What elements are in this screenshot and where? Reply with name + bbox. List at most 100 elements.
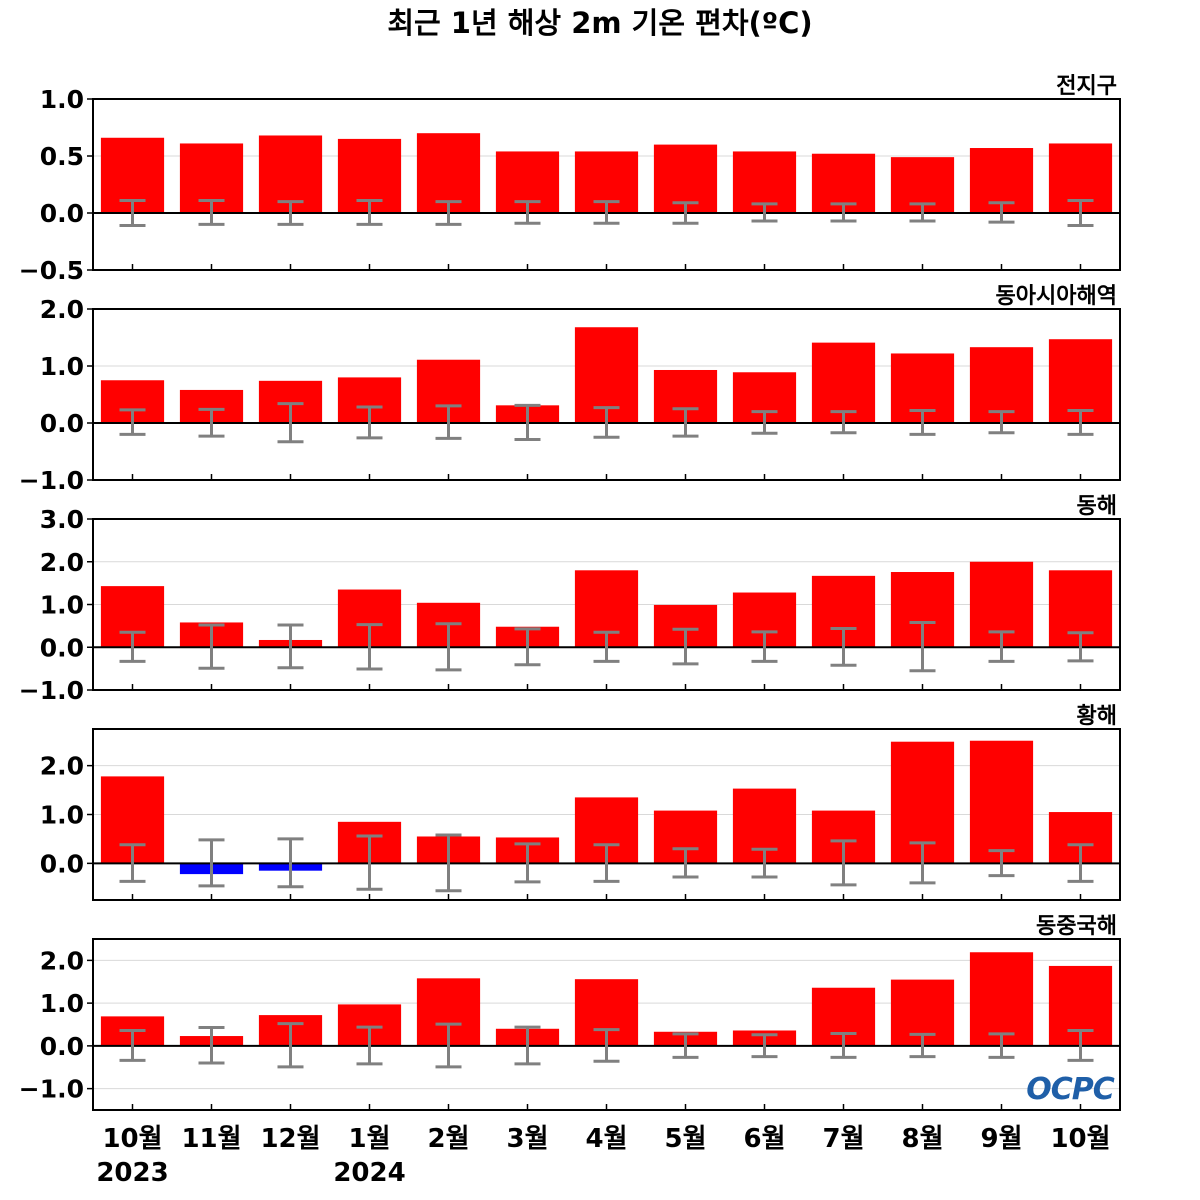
y-tick-label: 1.0 — [40, 989, 84, 1018]
error-bar — [435, 622, 462, 672]
error-bar — [672, 847, 699, 879]
x-tick-label: 12월 — [260, 1124, 320, 1154]
y-tick-label: 0.0 — [40, 1032, 84, 1061]
bar — [811, 342, 876, 423]
x-tick-label: 11월 — [181, 1124, 241, 1154]
error-bar — [830, 1031, 857, 1059]
bar — [258, 135, 323, 213]
panel-region-label: 황해 — [1077, 704, 1117, 729]
error-bar — [593, 843, 620, 883]
error-bar — [830, 626, 857, 667]
error-bar — [988, 630, 1015, 663]
error-bar — [119, 843, 146, 883]
error-bar — [830, 839, 857, 887]
error-bar — [672, 201, 699, 225]
error-bar — [1067, 631, 1094, 663]
x-tick-label: 3월 — [506, 1124, 548, 1154]
error-bar — [435, 1022, 462, 1069]
x-year-label: 2023 — [96, 1158, 168, 1188]
x-tick-label: 2월 — [427, 1124, 469, 1154]
error-bar — [435, 833, 462, 893]
panel-4: 0.0 1.0 2.0 황해 — [40, 704, 1121, 901]
error-bar — [119, 408, 146, 436]
error-bar — [672, 407, 699, 438]
y-tick-label: 1.0 — [40, 591, 84, 620]
chart-panels: −0.50.00.51.0 전지구−1.00.01.02.0 동아시아해역−1.00… — [19, 74, 1121, 1111]
error-bar — [751, 630, 778, 663]
error-bar — [672, 627, 699, 666]
x-tick-label: 6월 — [743, 1124, 785, 1154]
error-bar — [277, 623, 304, 670]
y-tick-label: 1.0 — [40, 352, 84, 381]
error-bar — [277, 837, 304, 889]
x-tick-label: 7월 — [822, 1124, 864, 1154]
error-bar — [198, 838, 225, 888]
error-bar — [514, 627, 541, 667]
y-tick-label: 0.0 — [40, 849, 84, 878]
ocpc-logo: OCPC — [1026, 1072, 1115, 1107]
error-bar — [277, 402, 304, 444]
error-bar — [593, 406, 620, 439]
y-tick-label: 2.0 — [40, 946, 84, 975]
y-tick-label: 0.0 — [40, 409, 84, 438]
bar — [969, 952, 1034, 1046]
error-bar — [356, 1025, 383, 1066]
error-bar — [1067, 408, 1094, 436]
error-bar — [514, 842, 541, 884]
error-bar — [1067, 1028, 1094, 1062]
panel-2: −1.0 0.0 1.0 2.0 동아시아해역 — [19, 284, 1121, 495]
error-bar — [198, 407, 225, 438]
x-year-label: 2024 — [333, 1158, 405, 1188]
error-bar — [198, 1025, 225, 1065]
error-bar — [277, 200, 304, 226]
x-tick-label: 1월 — [348, 1124, 390, 1154]
y-tick-label: 0.0 — [40, 199, 84, 228]
error-bar — [277, 1022, 304, 1069]
error-bar — [356, 405, 383, 440]
error-bar — [119, 630, 146, 663]
y-tick-label: 2.0 — [40, 295, 84, 324]
error-bar — [198, 623, 225, 670]
panel-1: −0.5 0.0 0.5 1.0 전지구 — [19, 74, 1121, 285]
y-tick-label: −1.0 — [19, 676, 84, 705]
error-bar — [830, 410, 857, 435]
error-bar — [988, 849, 1015, 878]
error-bar — [514, 1025, 541, 1066]
error-bar — [751, 847, 778, 879]
error-bar — [435, 404, 462, 440]
x-tick-label: 5월 — [664, 1124, 706, 1154]
error-bar — [988, 1032, 1015, 1059]
error-bar — [593, 200, 620, 225]
y-tick-label: 1.0 — [40, 85, 84, 114]
chart-title: 최근 1년 해상 2m 기온 편차(ºC) — [387, 6, 812, 40]
error-bar — [672, 1032, 699, 1059]
panel-region-label: 전지구 — [1056, 74, 1117, 99]
error-bar — [514, 403, 541, 442]
error-bar — [909, 202, 936, 223]
error-bar — [198, 198, 225, 226]
panel-region-label: 동아시아해역 — [996, 284, 1117, 309]
error-bar — [909, 1032, 936, 1059]
error-bar — [356, 834, 383, 891]
x-tick-label: 10월 — [102, 1124, 162, 1154]
y-tick-label: 1.0 — [40, 801, 84, 830]
panel-5: −1.0 0.0 1.0 2.0 동중국해 — [19, 914, 1121, 1111]
x-axis-labels: 10월 11월 12월 1월 2월 3월 4월 5월 6월 7월 8월 9월 10월 2023 2024 — [96, 1124, 1110, 1188]
error-bar — [356, 198, 383, 226]
panel-3: −1.0 0.0 1.0 2.0 3.0 동해 — [19, 494, 1121, 705]
error-bar — [751, 202, 778, 223]
x-tick-label: 8월 — [901, 1124, 943, 1154]
error-bar — [435, 200, 462, 226]
y-tick-label: 0.0 — [40, 633, 84, 662]
error-bar — [593, 630, 620, 663]
error-bar — [356, 623, 383, 671]
y-tick-label: −1.0 — [19, 1075, 84, 1104]
error-bar — [909, 620, 936, 673]
y-tick-label: 2.0 — [40, 752, 84, 781]
error-bar — [119, 1028, 146, 1062]
error-bar — [593, 1028, 620, 1063]
error-bar — [909, 408, 936, 436]
error-bar — [830, 202, 857, 223]
y-tick-label: 2.0 — [40, 548, 84, 577]
panel-region-label: 동해 — [1077, 494, 1117, 519]
